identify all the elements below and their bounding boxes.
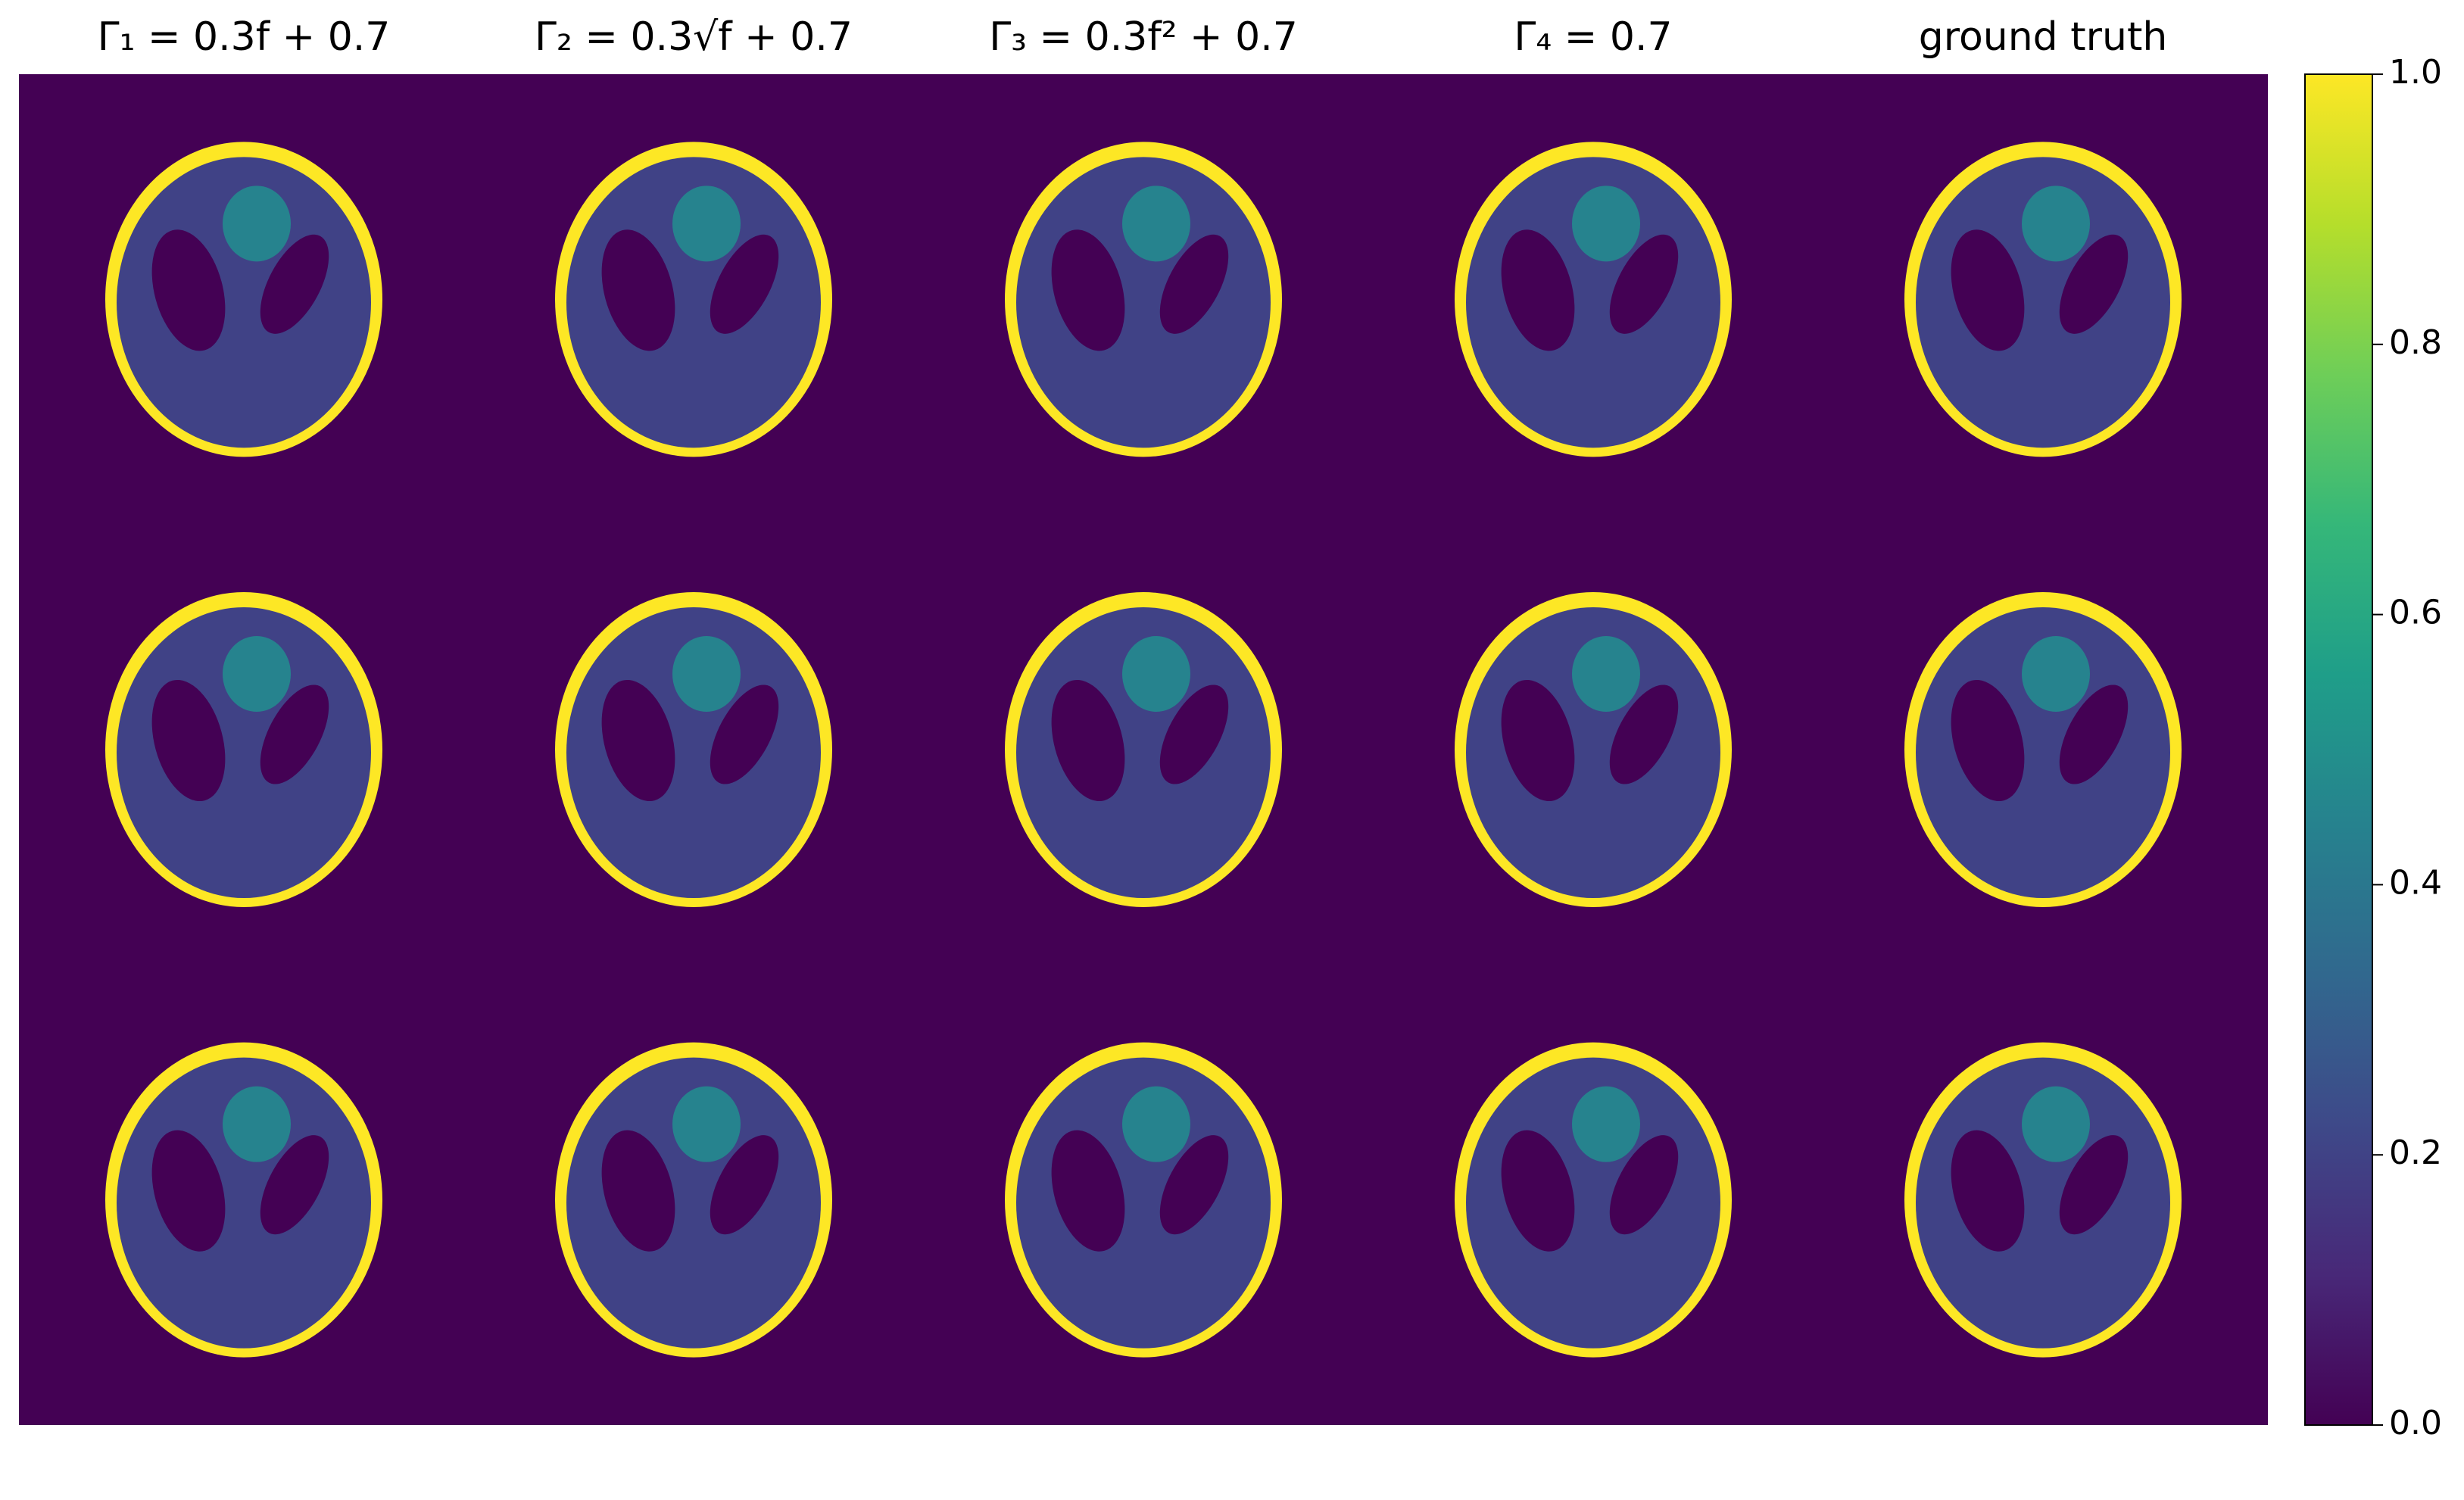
ventricle: [710, 234, 779, 334]
phantom: [555, 142, 832, 457]
lesion: [672, 1086, 741, 1162]
phantom: [555, 592, 832, 907]
lesion: [1122, 186, 1190, 262]
ventricle: [1159, 234, 1229, 334]
ventricle: [1051, 229, 1125, 351]
tissue: [1016, 157, 1271, 448]
ventricle: [151, 1130, 226, 1252]
colorbar-tick-label: 1.0: [2389, 53, 2442, 92]
phantom: [105, 592, 382, 907]
tissue: [1466, 1057, 1720, 1349]
lesion: [1572, 636, 1640, 712]
ventricle: [1159, 685, 1229, 784]
tissue: [1466, 607, 1720, 898]
tissue: [1016, 1057, 1271, 1349]
ventricle: [1951, 229, 2025, 351]
phantom: [1005, 592, 1282, 907]
ventricle: [710, 685, 779, 784]
lesion: [2022, 1086, 2090, 1162]
tissue: [566, 1057, 821, 1349]
colorbar-tick-label: 0.8: [2389, 323, 2442, 362]
colorbar-tick-label: 0.2: [2389, 1134, 2442, 1172]
lesion: [2022, 636, 2090, 712]
column-title: Γ₁ = 0.3f + 0.7: [98, 14, 391, 60]
ventricle: [151, 679, 226, 802]
phantom: [105, 142, 382, 457]
lesion: [672, 186, 741, 262]
tissue: [117, 1057, 371, 1349]
ventricle: [1051, 679, 1125, 802]
phantom: [1904, 142, 2182, 457]
phantom: [555, 1042, 832, 1358]
column-title: Γ₂ = 0.3√f + 0.7: [535, 14, 853, 60]
lesion: [1122, 636, 1190, 712]
phantom: [1904, 1042, 2182, 1358]
column-title: Γ₃ = 0.3f² + 0.7: [989, 14, 1298, 60]
ventricle: [1159, 1135, 1229, 1235]
tissue: [566, 157, 821, 448]
ventricle: [1609, 1135, 1679, 1235]
tissue: [1466, 157, 1720, 448]
column-title: Γ₄ = 0.7: [1514, 14, 1672, 60]
ventricle: [2059, 234, 2129, 334]
lesion: [672, 636, 741, 712]
ventricle: [601, 229, 675, 351]
tissue: [1916, 157, 2170, 448]
ventricle: [1051, 1130, 1125, 1252]
tissue: [1916, 607, 2170, 898]
ventricle: [1501, 229, 1575, 351]
tissue: [566, 607, 821, 898]
ventricle: [1609, 234, 1679, 334]
lesion: [1572, 186, 1640, 262]
ventricle: [710, 1135, 779, 1235]
lesion: [223, 636, 291, 712]
lesion: [1122, 1086, 1190, 1162]
ventricle: [601, 1130, 675, 1252]
column-title: ground truth: [1919, 14, 2168, 60]
ventricle: [260, 685, 329, 784]
tissue: [1916, 1057, 2170, 1349]
ventricle: [2059, 1135, 2129, 1235]
ventricle: [260, 1135, 329, 1235]
phantom: [1904, 592, 2182, 907]
ventricle: [1951, 1130, 2025, 1252]
phantom: [1005, 1042, 1282, 1358]
ventricle: [1501, 1130, 1575, 1252]
ventricle: [1609, 685, 1679, 784]
tissue: [117, 607, 371, 898]
ventricle: [260, 234, 329, 334]
tissue: [1016, 607, 1271, 898]
colorbar-tick-label: 0.6: [2389, 594, 2442, 632]
lesion: [223, 1086, 291, 1162]
phantom: [1455, 142, 1732, 457]
lesion: [2022, 186, 2090, 262]
lesion: [1572, 1086, 1640, 1162]
phantom: [1455, 592, 1732, 907]
colorbar-tick-label: 0.4: [2389, 863, 2442, 902]
ventricle: [2059, 685, 2129, 784]
colorbar-tick-label: 0.0: [2389, 1404, 2442, 1442]
tissue: [117, 157, 371, 448]
ventricle: [601, 679, 675, 802]
phantom: [1455, 1042, 1732, 1358]
ventricle: [1951, 679, 2025, 802]
phantom: [105, 1042, 382, 1358]
colorbar: [2304, 73, 2373, 1426]
lesion: [223, 186, 291, 262]
phantom: [1005, 142, 1282, 457]
ventricle: [151, 229, 226, 351]
ventricle: [1501, 679, 1575, 802]
